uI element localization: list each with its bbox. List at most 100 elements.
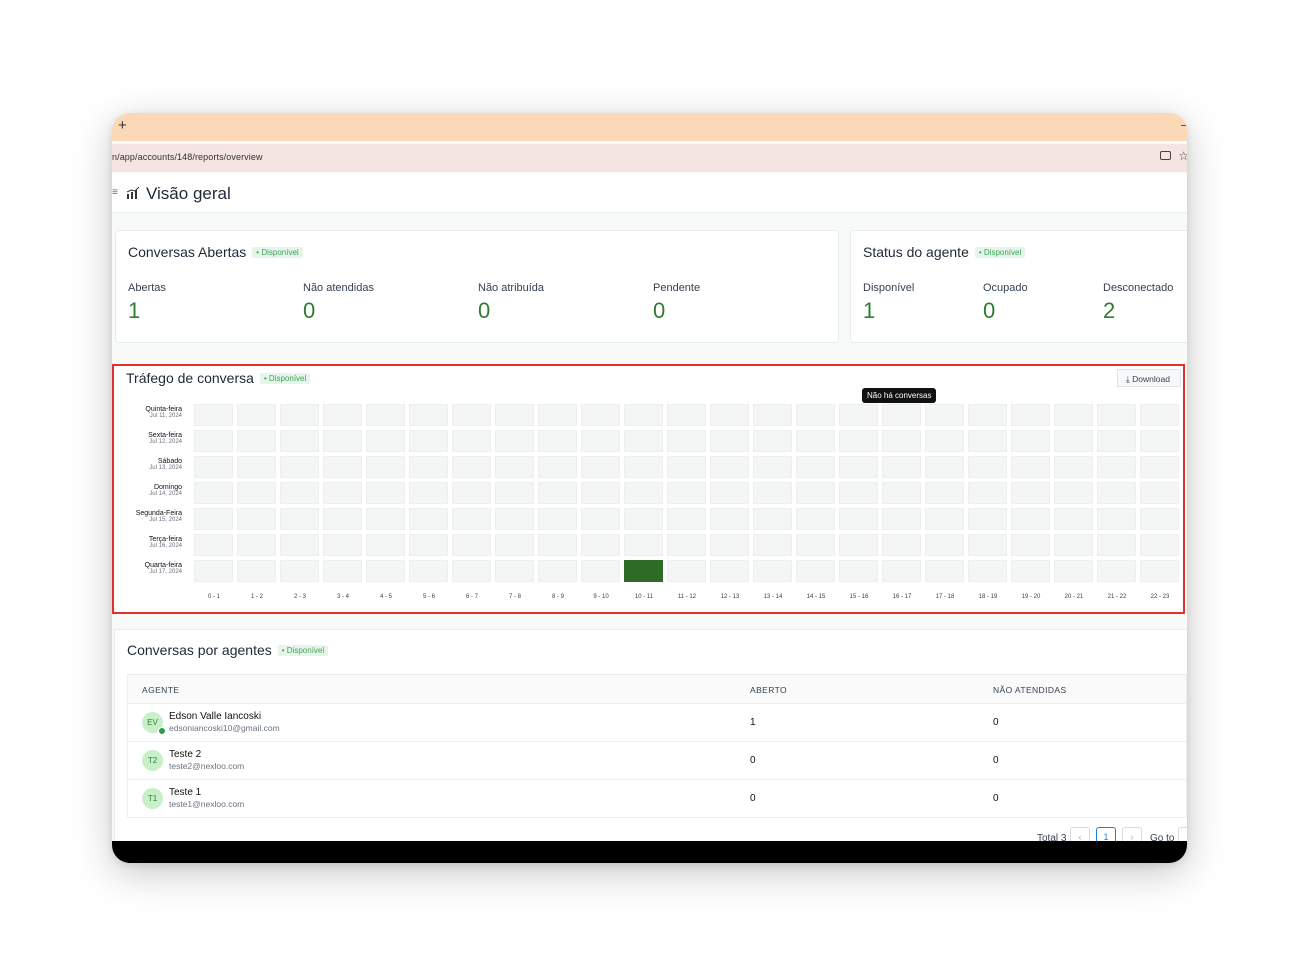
- heatmap-cell[interactable]: [1054, 534, 1093, 556]
- heatmap-cell[interactable]: [237, 534, 276, 556]
- heatmap-cell[interactable]: [796, 482, 835, 504]
- heatmap-cell[interactable]: [581, 560, 620, 582]
- heatmap-cell[interactable]: [366, 404, 405, 426]
- heatmap-cell[interactable]: [925, 534, 964, 556]
- download-button[interactable]: ⤓ Download: [1117, 369, 1181, 387]
- heatmap-cell[interactable]: [495, 456, 534, 478]
- heatmap-cell[interactable]: [968, 534, 1007, 556]
- heatmap-cell[interactable]: [1140, 430, 1179, 452]
- table-row[interactable]: EV Edson Valle Iancoski edsoniancoski10@…: [127, 704, 1187, 742]
- heatmap-cell[interactable]: [495, 482, 534, 504]
- heatmap-cell[interactable]: [839, 430, 878, 452]
- heatmap-cell[interactable]: [753, 534, 792, 556]
- install-app-icon[interactable]: [1160, 151, 1171, 160]
- heatmap-cell[interactable]: [538, 482, 577, 504]
- heatmap-cell[interactable]: [1097, 456, 1136, 478]
- heatmap-cell[interactable]: [323, 404, 362, 426]
- heatmap-cell[interactable]: [280, 482, 319, 504]
- heatmap-cell[interactable]: [538, 456, 577, 478]
- heatmap-cell[interactable]: [753, 482, 792, 504]
- heatmap-cell[interactable]: [280, 456, 319, 478]
- heatmap-cell[interactable]: [667, 456, 706, 478]
- heatmap-cell[interactable]: [323, 508, 362, 530]
- heatmap-cell[interactable]: [1097, 508, 1136, 530]
- heatmap-cell[interactable]: [452, 508, 491, 530]
- heatmap-cell[interactable]: [968, 430, 1007, 452]
- heatmap-cell[interactable]: [710, 456, 749, 478]
- heatmap-cell[interactable]: [452, 482, 491, 504]
- heatmap-cell[interactable]: [280, 508, 319, 530]
- heatmap-cell[interactable]: [753, 560, 792, 582]
- bookmark-star-icon[interactable]: ☆: [1178, 149, 1187, 163]
- heatmap-cell[interactable]: [581, 534, 620, 556]
- heatmap-cell[interactable]: [237, 430, 276, 452]
- heatmap-cell[interactable]: [237, 482, 276, 504]
- heatmap-cell[interactable]: [882, 560, 921, 582]
- heatmap-cell[interactable]: [452, 404, 491, 426]
- heatmap-cell[interactable]: [366, 430, 405, 452]
- heatmap-cell[interactable]: [323, 456, 362, 478]
- heatmap-cell[interactable]: [237, 560, 276, 582]
- heatmap-cell[interactable]: [1011, 508, 1050, 530]
- heatmap-cell[interactable]: [1097, 534, 1136, 556]
- heatmap-cell[interactable]: [452, 560, 491, 582]
- heatmap-cell[interactable]: [624, 534, 663, 556]
- heatmap-cell[interactable]: [1097, 482, 1136, 504]
- url-text[interactable]: n/app/accounts/148/reports/overview: [112, 152, 263, 162]
- heatmap-cell[interactable]: [194, 560, 233, 582]
- heatmap-cell[interactable]: [409, 482, 448, 504]
- heatmap-cell[interactable]: [753, 430, 792, 452]
- heatmap-cell[interactable]: [667, 430, 706, 452]
- heatmap-cell[interactable]: [796, 508, 835, 530]
- column-header-unattended[interactable]: NÃO ATENDIDAS: [993, 685, 1067, 695]
- heatmap-cell[interactable]: [753, 508, 792, 530]
- heatmap-cell[interactable]: [882, 508, 921, 530]
- heatmap-cell[interactable]: [710, 404, 749, 426]
- heatmap-cell[interactable]: [323, 482, 362, 504]
- heatmap-cell[interactable]: [194, 456, 233, 478]
- heatmap-cell[interactable]: [667, 534, 706, 556]
- heatmap-cell[interactable]: [409, 430, 448, 452]
- heatmap-cell[interactable]: [624, 430, 663, 452]
- heatmap-cell[interactable]: [624, 404, 663, 426]
- heatmap-cell[interactable]: [925, 456, 964, 478]
- heatmap-cell[interactable]: [409, 404, 448, 426]
- heatmap-cell[interactable]: [925, 430, 964, 452]
- heatmap-cell[interactable]: [1011, 404, 1050, 426]
- heatmap-cell[interactable]: [366, 534, 405, 556]
- heatmap-cell[interactable]: [237, 404, 276, 426]
- new-tab-button[interactable]: +: [118, 117, 127, 134]
- heatmap-cell[interactable]: [581, 508, 620, 530]
- heatmap-cell[interactable]: [1097, 560, 1136, 582]
- heatmap-cell[interactable]: [882, 534, 921, 556]
- table-row[interactable]: T2 Teste 2 teste2@nexloo.com 0 0: [127, 742, 1187, 780]
- heatmap-cell[interactable]: [624, 482, 663, 504]
- heatmap-cell[interactable]: [839, 456, 878, 478]
- heatmap-cell[interactable]: [323, 560, 362, 582]
- column-header-open[interactable]: ABERTO: [750, 685, 788, 695]
- heatmap-cell[interactable]: [839, 482, 878, 504]
- heatmap-cell[interactable]: [925, 508, 964, 530]
- heatmap-cell[interactable]: [409, 560, 448, 582]
- heatmap-cell[interactable]: [237, 508, 276, 530]
- heatmap-cell[interactable]: [753, 404, 792, 426]
- heatmap-cell[interactable]: [323, 430, 362, 452]
- heatmap-cell[interactable]: [1140, 404, 1179, 426]
- menu-toggle-icon[interactable]: ≡: [112, 187, 118, 198]
- heatmap-cell[interactable]: [968, 456, 1007, 478]
- heatmap-cell[interactable]: [581, 482, 620, 504]
- heatmap-cell[interactable]: [624, 456, 663, 478]
- column-header-agent[interactable]: AGENTE: [142, 685, 180, 695]
- heatmap-cell[interactable]: [452, 534, 491, 556]
- heatmap-cell[interactable]: [667, 482, 706, 504]
- heatmap-cell[interactable]: [753, 456, 792, 478]
- heatmap-cell[interactable]: [194, 482, 233, 504]
- heatmap-cell[interactable]: [495, 404, 534, 426]
- heatmap-cell[interactable]: [667, 560, 706, 582]
- heatmap-cell[interactable]: [796, 534, 835, 556]
- heatmap-cell[interactable]: [452, 456, 491, 478]
- heatmap-cell[interactable]: [667, 508, 706, 530]
- heatmap-cell[interactable]: [667, 404, 706, 426]
- heatmap-cell[interactable]: [495, 508, 534, 530]
- heatmap-cell[interactable]: [538, 560, 577, 582]
